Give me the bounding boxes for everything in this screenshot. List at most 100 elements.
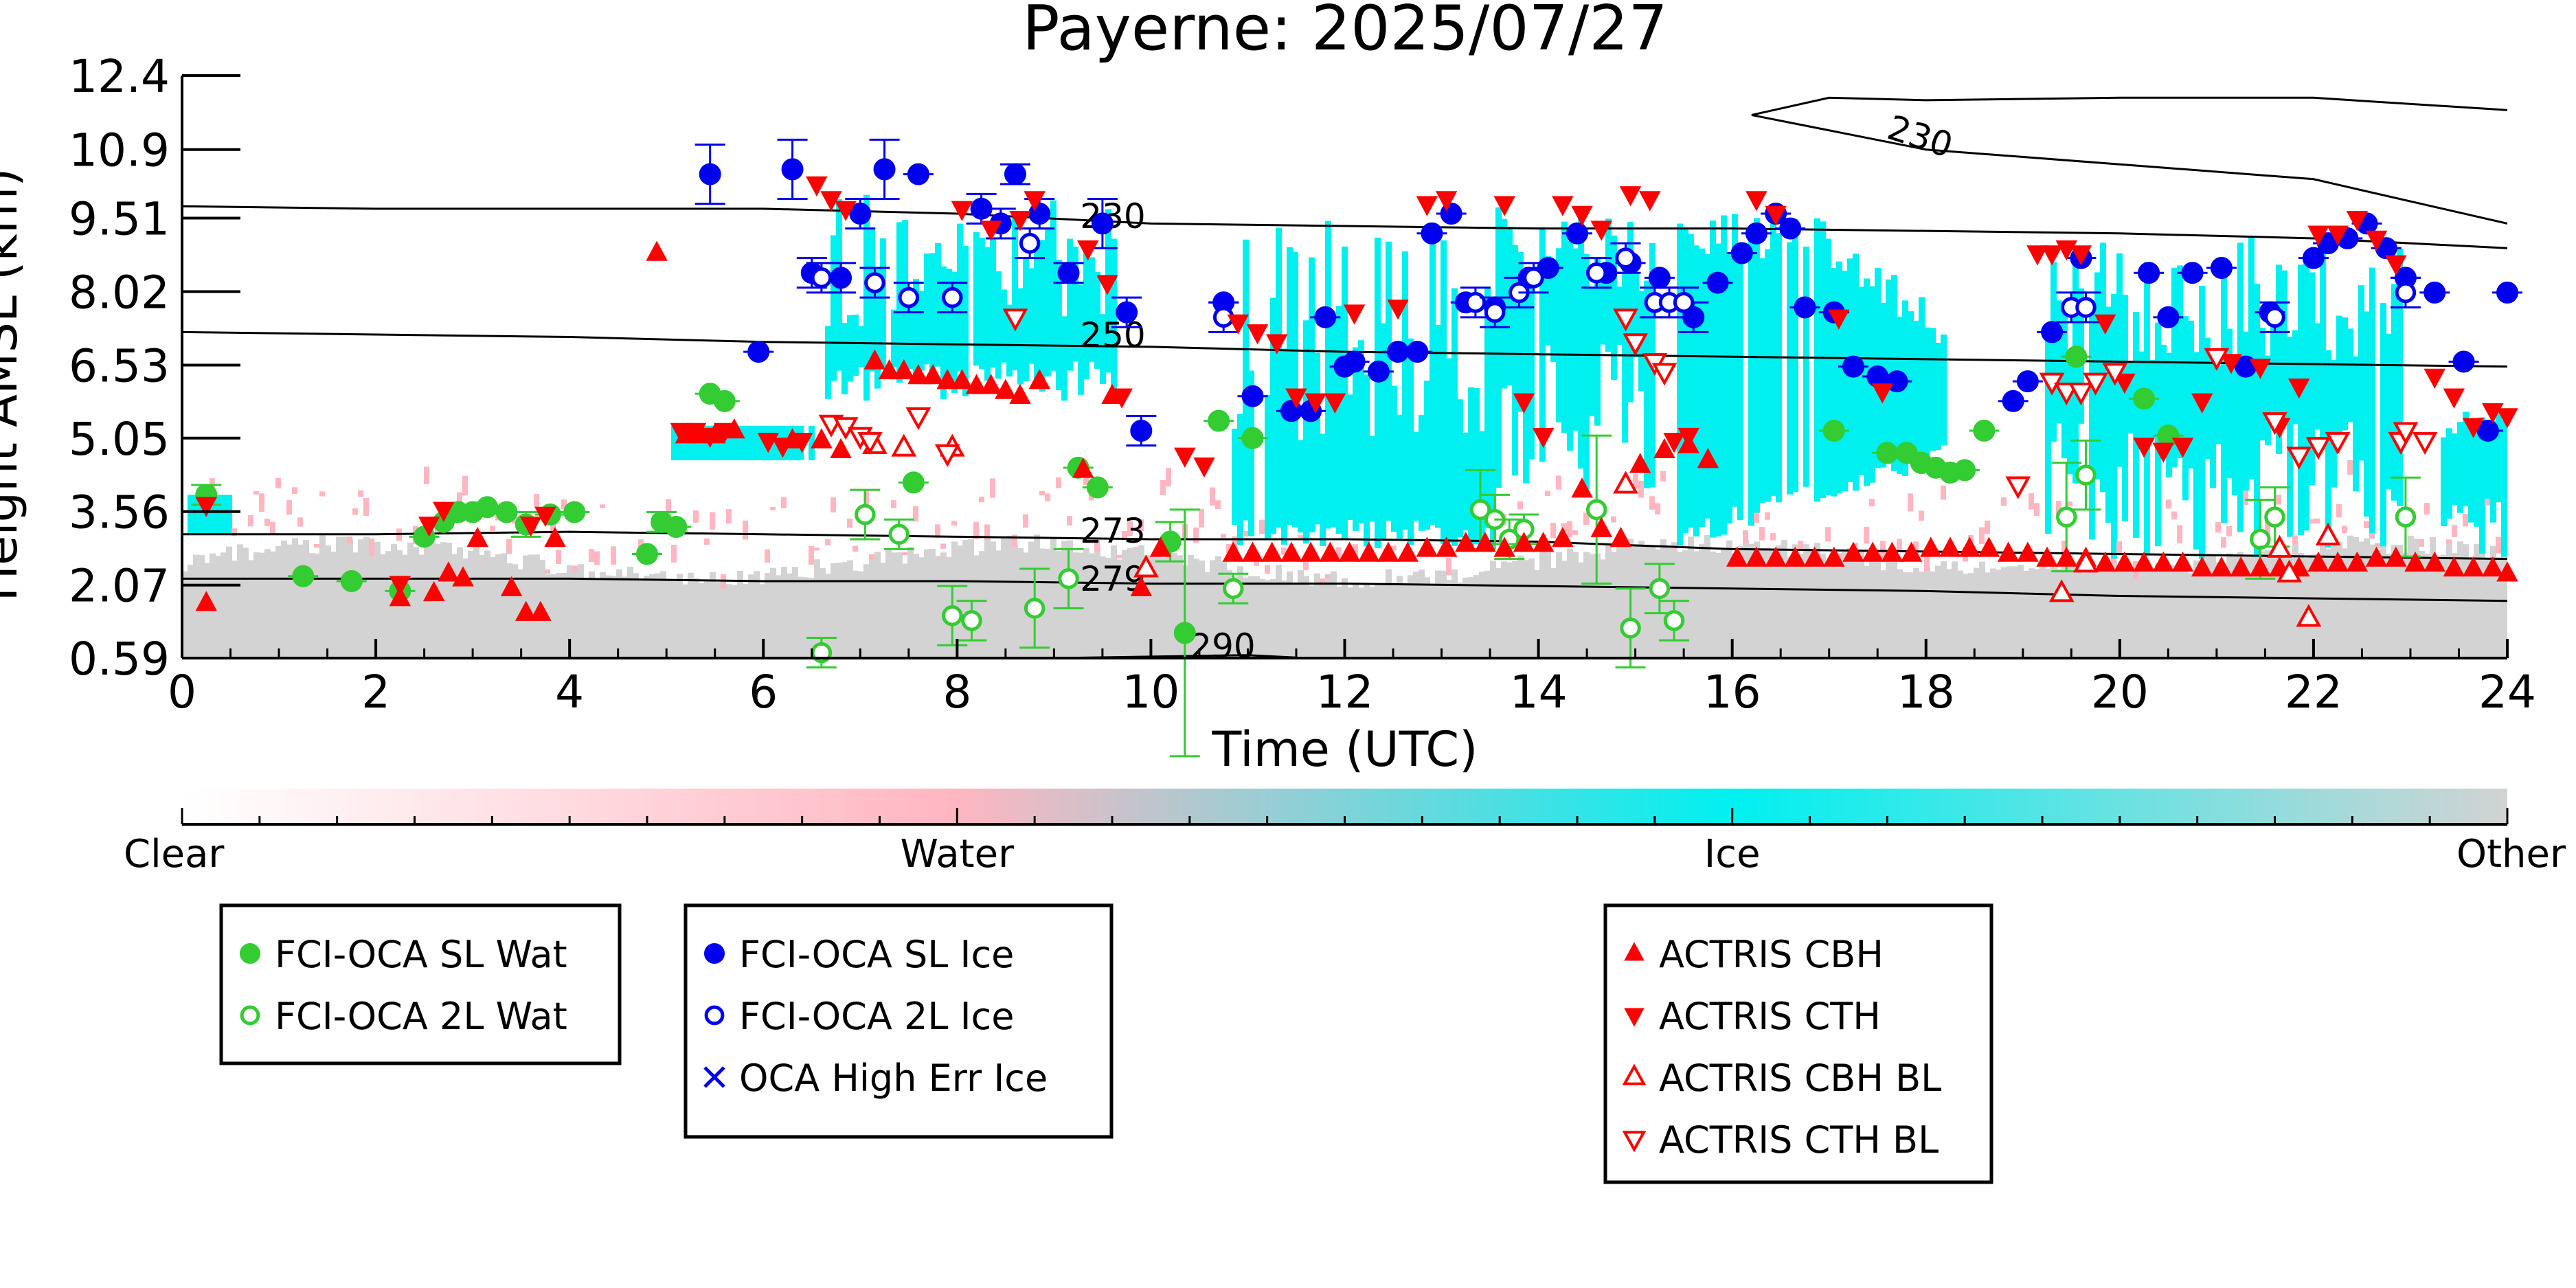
other-column [2237,552,2244,658]
contour-label: 290 [1190,626,1255,666]
ice-column [188,495,194,534]
colorbar-label: Ice [1704,832,1761,877]
other-column [1924,567,1930,658]
other-column [1364,584,1370,658]
ice-column [2182,316,2189,501]
other-column [193,554,199,658]
water-column [1083,475,1089,485]
water-column [292,487,297,495]
point [1745,546,1767,567]
other-column [803,577,809,658]
other-column [1089,553,1095,658]
point [1609,526,1632,547]
water-column [973,521,979,539]
ice-column [1331,315,1337,528]
point [2041,245,2063,266]
point [2286,447,2312,470]
ice-column [1094,271,1100,369]
other-column [1963,574,1969,658]
legend-label: FCI-OCA 2L Ice [739,995,1014,1038]
other-column [638,579,644,658]
other-column [1528,558,1535,658]
ice-column [1490,321,1496,550]
other-column [490,556,496,658]
ice-column [215,495,221,534]
other-column [671,581,677,658]
other-column [1677,552,1683,658]
water-column [710,512,715,530]
y-tick-label: 0.59 [69,633,170,686]
other-column [924,549,930,658]
ice-column [951,271,958,394]
other-column [2397,544,2403,658]
other-column [1386,569,1392,658]
ice-column [1100,314,1106,384]
ice-column [831,235,837,381]
ice-column [226,495,232,534]
other-column [473,545,479,658]
water-column [1215,500,1221,509]
x-tick-label: 8 [942,666,971,719]
legend-label: FCI-OCA SL Ice [739,933,1014,976]
point [2404,551,2426,572]
ice-column [1765,249,1771,502]
other-column [1831,563,1837,658]
water-column [1919,510,1924,521]
other-column [1616,543,1623,658]
water-column [2336,504,2342,518]
legend-box-2: FCI-OCA SL Ice FCI-OCA 2L Ice OCA High Err… [683,903,1114,1139]
other-column [1743,540,1749,658]
water-column [2342,526,2347,534]
other-column [2507,557,2513,658]
other-column [1583,552,1590,658]
point [2346,551,2369,572]
water-column [352,508,358,515]
other-column [2501,552,2507,658]
ice-column [1803,247,1809,487]
other-column [1836,556,1842,658]
colorbar-label: Clear [124,832,225,877]
point [835,201,857,221]
point [1028,369,1050,389]
other-column [308,553,315,658]
ice-column [2215,365,2222,444]
point [2276,559,2303,583]
other-column [627,567,633,658]
ice-column [2166,352,2172,477]
point [1174,447,1196,468]
water-column [869,554,874,560]
point [907,364,929,385]
water-column [2364,521,2369,529]
ice-column [1012,216,1018,371]
point [1086,476,1109,499]
ice-column [1517,251,1524,412]
ice-column [1721,215,1727,535]
other-column [2166,570,2172,658]
point [704,943,725,964]
ice-column [2490,420,2496,523]
other-column [2111,561,2117,658]
point [1585,499,1607,521]
colorbar-label: Other [2456,832,2566,877]
water-column [2452,525,2457,537]
other-column [248,560,254,658]
other-column [605,575,611,658]
other-column [314,553,320,658]
chart-title: Payerne: 2025/07/27 [1022,0,1668,65]
series-fci-oca-2l-ice [806,227,2421,333]
ice-column [193,495,199,534]
ice-column [1836,261,1842,494]
ice-column [2485,423,2491,499]
other-column [1545,550,1551,658]
water-column [1193,527,1199,543]
point [195,591,218,611]
other-column [2232,554,2238,658]
water-column [2369,533,2375,539]
other-column [2375,554,2381,658]
point [863,349,886,370]
point [1285,388,1307,409]
ice-column [1369,436,1375,522]
point [1241,427,1264,449]
point [830,267,852,289]
water-column [1160,479,1166,495]
